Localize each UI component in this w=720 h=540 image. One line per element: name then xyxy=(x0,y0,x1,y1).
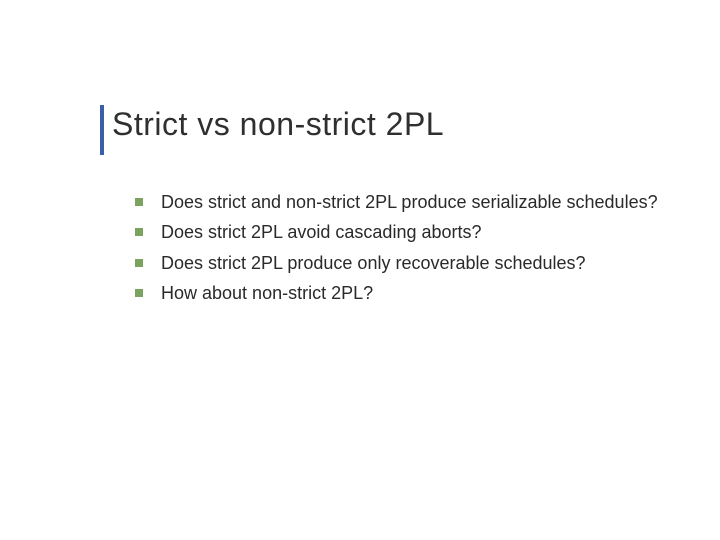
list-item: Does strict 2PL produce only recoverable… xyxy=(135,251,665,275)
bullet-text: Does strict and non-strict 2PL produce s… xyxy=(161,190,658,214)
bullet-text: How about non-strict 2PL? xyxy=(161,281,373,305)
bullet-text: Does strict 2PL avoid cascading aborts? xyxy=(161,220,482,244)
slide: Strict vs non-strict 2PL Does strict and… xyxy=(0,0,720,540)
bullet-text: Does strict 2PL produce only recoverable… xyxy=(161,251,586,275)
list-item: How about non-strict 2PL? xyxy=(135,281,665,305)
slide-title: Strict vs non-strict 2PL xyxy=(112,106,444,143)
square-bullet-icon xyxy=(135,259,143,267)
list-item: Does strict and non-strict 2PL produce s… xyxy=(135,190,665,214)
square-bullet-icon xyxy=(135,289,143,297)
square-bullet-icon xyxy=(135,228,143,236)
list-item: Does strict 2PL avoid cascading aborts? xyxy=(135,220,665,244)
slide-body: Does strict and non-strict 2PL produce s… xyxy=(135,190,665,311)
square-bullet-icon xyxy=(135,198,143,206)
title-accent-bar xyxy=(100,105,104,155)
